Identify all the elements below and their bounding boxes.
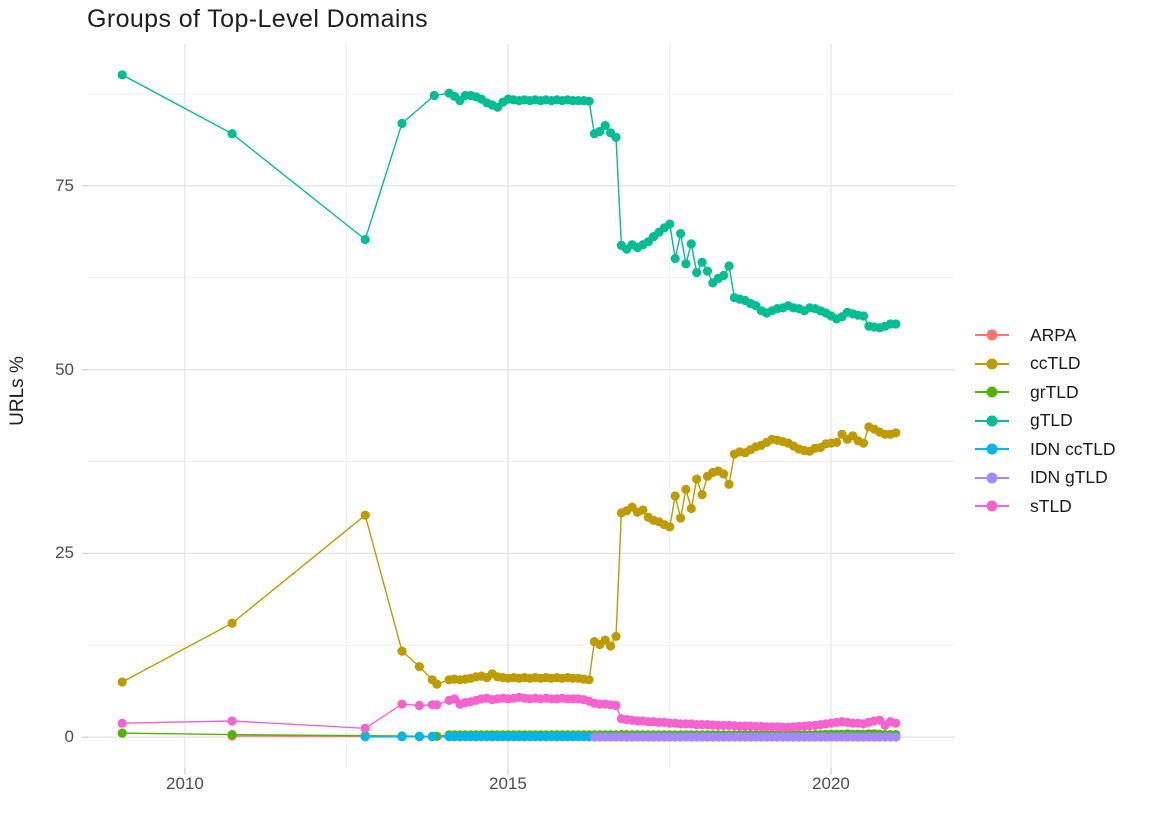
series-gtld — [117, 70, 901, 333]
data-point — [858, 311, 869, 321]
data-point — [117, 718, 127, 728]
data-point — [360, 234, 370, 245]
legend-label: grTLD — [1030, 381, 1079, 402]
series-cctld — [117, 422, 901, 689]
data-point — [858, 438, 869, 448]
data-point — [595, 126, 605, 137]
y-axis-title: URLs % — [7, 356, 28, 426]
data-point — [227, 716, 237, 726]
data-point — [117, 70, 127, 80]
chart-title: Groups of Top-Level Domains — [87, 5, 429, 33]
data-point — [611, 700, 621, 711]
legend-key-icon — [975, 386, 1009, 398]
x-tick-label: 2010 — [165, 774, 204, 793]
data-point — [719, 469, 729, 479]
legend-label: ccTLD — [1030, 353, 1081, 374]
data-point — [600, 635, 610, 645]
data-point — [891, 428, 901, 438]
data-point — [724, 261, 734, 271]
data-point — [670, 254, 680, 264]
data-point — [606, 641, 616, 651]
data-point — [227, 129, 237, 139]
data-point — [692, 268, 702, 278]
legend-key-icon — [975, 500, 1009, 512]
data-point — [697, 257, 707, 267]
legend-key-icon — [975, 415, 1009, 427]
legend-key-icon — [975, 443, 1009, 455]
data-point — [697, 490, 707, 500]
y-tick-label: 75 — [55, 175, 74, 195]
data-point — [227, 730, 237, 740]
legend-item-stld: sTLD — [972, 492, 1116, 521]
data-point — [681, 484, 691, 494]
data-point — [719, 270, 729, 281]
x-tick-label: 2020 — [812, 774, 850, 793]
data-point — [427, 731, 437, 742]
data-point — [414, 662, 424, 672]
data-point — [117, 728, 127, 738]
data-point — [638, 505, 648, 515]
legend-key-icon — [975, 472, 1009, 484]
data-point — [432, 679, 442, 689]
legend-label: IDN ccTLD — [1030, 438, 1116, 459]
data-point — [891, 732, 901, 742]
data-point — [670, 491, 680, 501]
data-point — [686, 239, 696, 249]
legend-label: ARPA — [1030, 324, 1077, 345]
data-point — [584, 96, 594, 106]
y-tick-label: 25 — [55, 543, 74, 563]
legend-key-icon — [975, 329, 1009, 341]
legend-item-arpa: ARPA — [972, 321, 1116, 350]
data-point — [360, 732, 370, 742]
data-point — [891, 718, 901, 728]
data-point — [665, 522, 675, 532]
series-stld — [117, 692, 901, 733]
data-point — [686, 503, 696, 514]
data-point — [724, 479, 734, 489]
legend-label: sTLD — [1030, 495, 1072, 516]
legend-label: gTLD — [1030, 410, 1073, 431]
data-point — [227, 618, 237, 628]
series-line — [121, 74, 896, 329]
legend-label: IDN gTLD — [1030, 467, 1108, 488]
data-point — [692, 474, 702, 484]
data-point — [414, 731, 424, 742]
legend-item-idn-gtld: IDN gTLD — [972, 464, 1116, 493]
data-point — [432, 700, 442, 710]
data-point — [397, 699, 407, 709]
legend-key-icon — [975, 358, 1009, 370]
x-tick-label: 2015 — [489, 774, 527, 793]
data-point — [676, 229, 686, 239]
data-point — [681, 259, 691, 269]
y-tick-label: 50 — [55, 359, 74, 379]
legend: ARPA ccTLD grTLD gTLD IDN ccTLD IDN gTLD sTLD — [972, 321, 1116, 521]
data-point — [429, 90, 439, 101]
series-idn-gtld — [589, 732, 901, 742]
legend-item-cctld: ccTLD — [972, 350, 1116, 379]
data-point — [611, 631, 621, 642]
data-point — [414, 700, 424, 711]
data-point — [676, 513, 686, 523]
data-point — [891, 319, 901, 329]
legend-item-gtld: gTLD — [972, 407, 1116, 436]
data-point — [600, 121, 610, 131]
data-point — [665, 219, 675, 229]
data-point — [397, 646, 407, 656]
data-point — [397, 732, 407, 742]
data-point — [360, 510, 370, 520]
data-point — [397, 118, 407, 128]
data-point — [360, 723, 370, 733]
data-point — [611, 132, 621, 142]
data-point — [584, 675, 594, 685]
y-tick-label: 0 — [64, 727, 74, 747]
data-point — [702, 266, 713, 276]
data-point — [117, 677, 127, 687]
legend-item-grtld: grTLD — [972, 378, 1116, 407]
legend-item-idn-cctld: IDN ccTLD — [972, 435, 1116, 464]
data-point — [832, 437, 842, 447]
